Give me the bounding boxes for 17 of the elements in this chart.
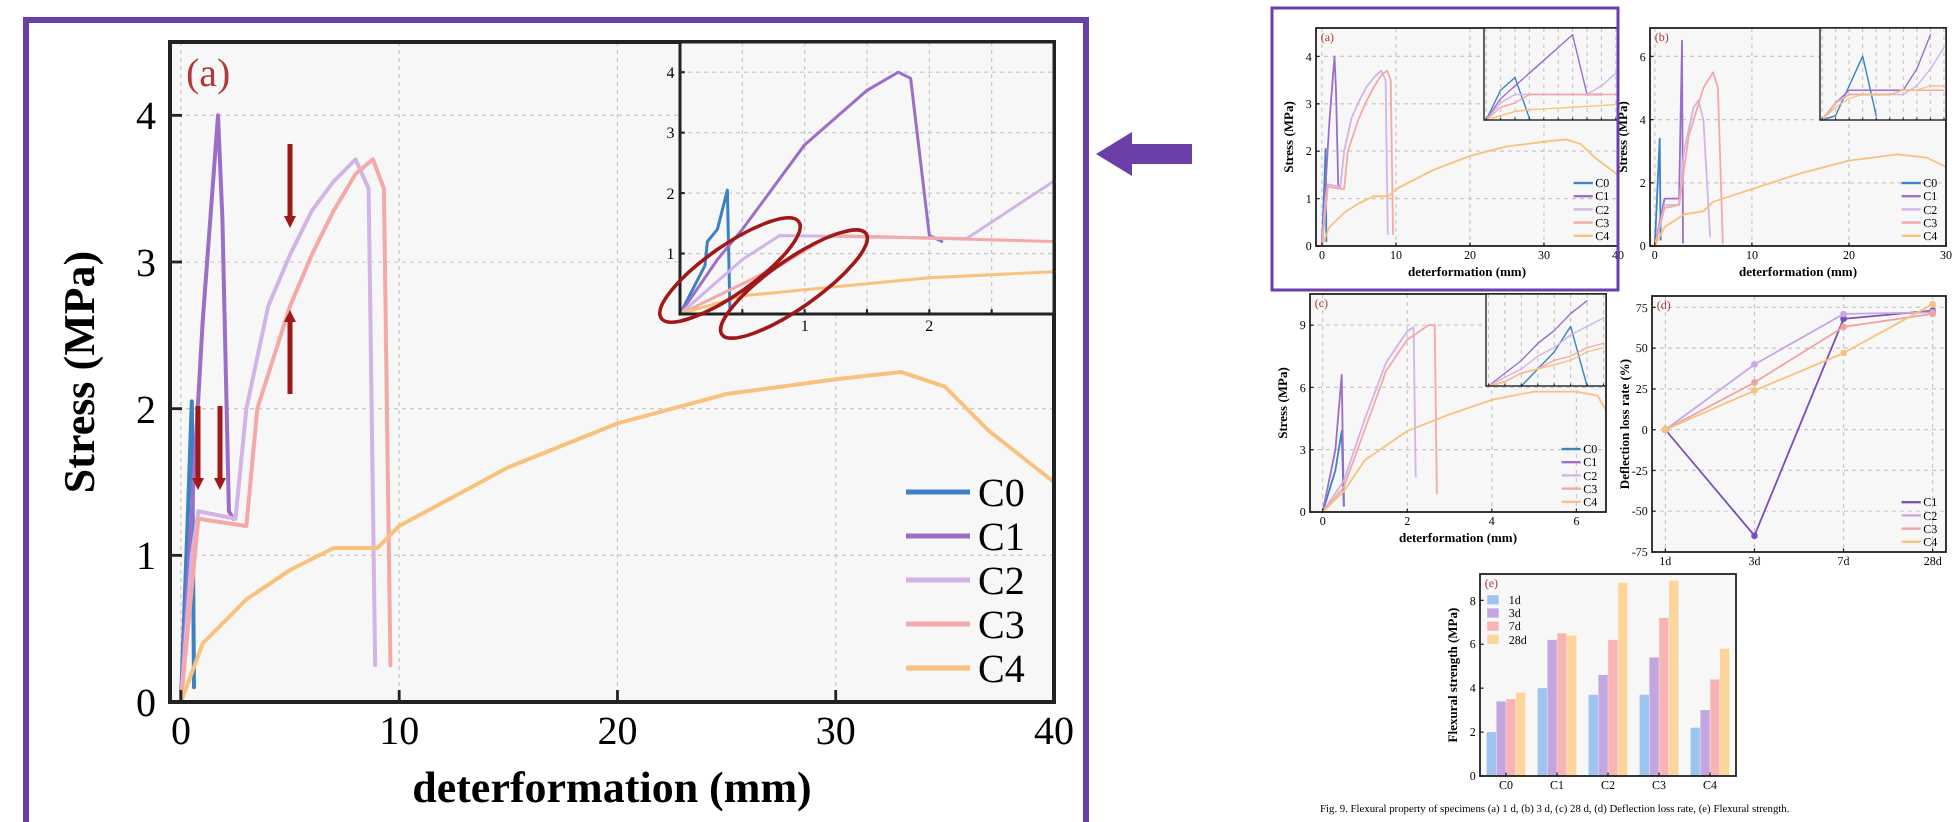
x-tick-label: 20 xyxy=(597,710,638,754)
x-axis-title: deterformation (mm) xyxy=(412,762,812,812)
y-tick-label: 3 xyxy=(666,124,675,143)
chart-title: (a) xyxy=(186,52,231,96)
y-tick-label: 2 xyxy=(136,388,156,433)
x-tick-label: 30 xyxy=(815,710,856,754)
y-axis-title: Stress (MPa) xyxy=(54,250,104,494)
x-tick-label: 0 xyxy=(170,710,191,754)
y-tick-label: 2 xyxy=(666,184,675,203)
x-tick-label: 40 xyxy=(1034,710,1074,754)
legend-label: C3 xyxy=(978,604,1025,648)
x-tick-label: 10 xyxy=(379,710,420,754)
y-tick-label: 4 xyxy=(136,95,156,140)
legend-label: C4 xyxy=(978,648,1025,692)
y-tick-label: 4 xyxy=(666,63,675,82)
y-tick-label: 0 xyxy=(136,682,156,726)
y-tick-label: 3 xyxy=(136,242,156,286)
